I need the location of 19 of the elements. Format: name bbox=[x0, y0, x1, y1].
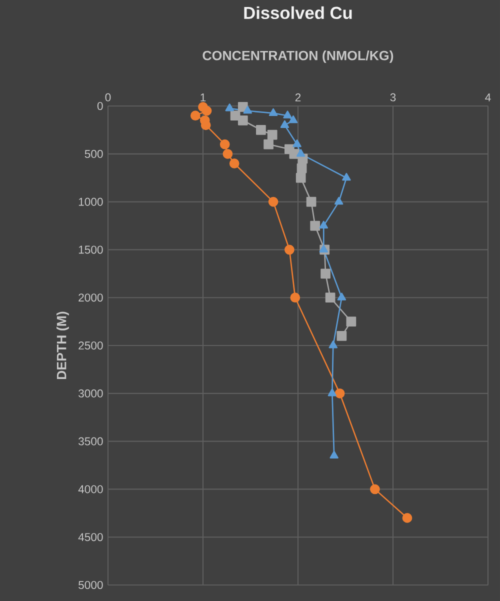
y-tick-label: 1000 bbox=[78, 198, 103, 206]
x-tick-label: 0 bbox=[105, 93, 111, 102]
x-axis-title: CONCENTRATION (NMOL/KG) bbox=[202, 50, 394, 63]
y-tick-label: 3500 bbox=[78, 437, 103, 446]
y-tick-label: 4500 bbox=[78, 533, 103, 542]
x-tick-label: 1 bbox=[200, 94, 206, 102]
y-tick-label: 2000 bbox=[78, 294, 103, 302]
x-tick-label: 2 bbox=[295, 93, 301, 102]
y-axis-title: DEPTH (M) bbox=[56, 312, 69, 380]
y-tick-label: 3000 bbox=[78, 389, 103, 398]
y-tick-label: 2500 bbox=[78, 342, 103, 350]
x-tick-label: 4 bbox=[485, 94, 491, 102]
y-tick-label: 5000 bbox=[78, 580, 103, 590]
y-tick-label: 4000 bbox=[78, 485, 103, 494]
x-tick-label: 3 bbox=[390, 93, 396, 102]
y-tick-label: 1500 bbox=[78, 246, 103, 254]
y-tick-label: 500 bbox=[84, 150, 103, 158]
chart-title: Dissolved Cu bbox=[244, 6, 352, 20]
y-tick-label: 0 bbox=[97, 102, 103, 110]
